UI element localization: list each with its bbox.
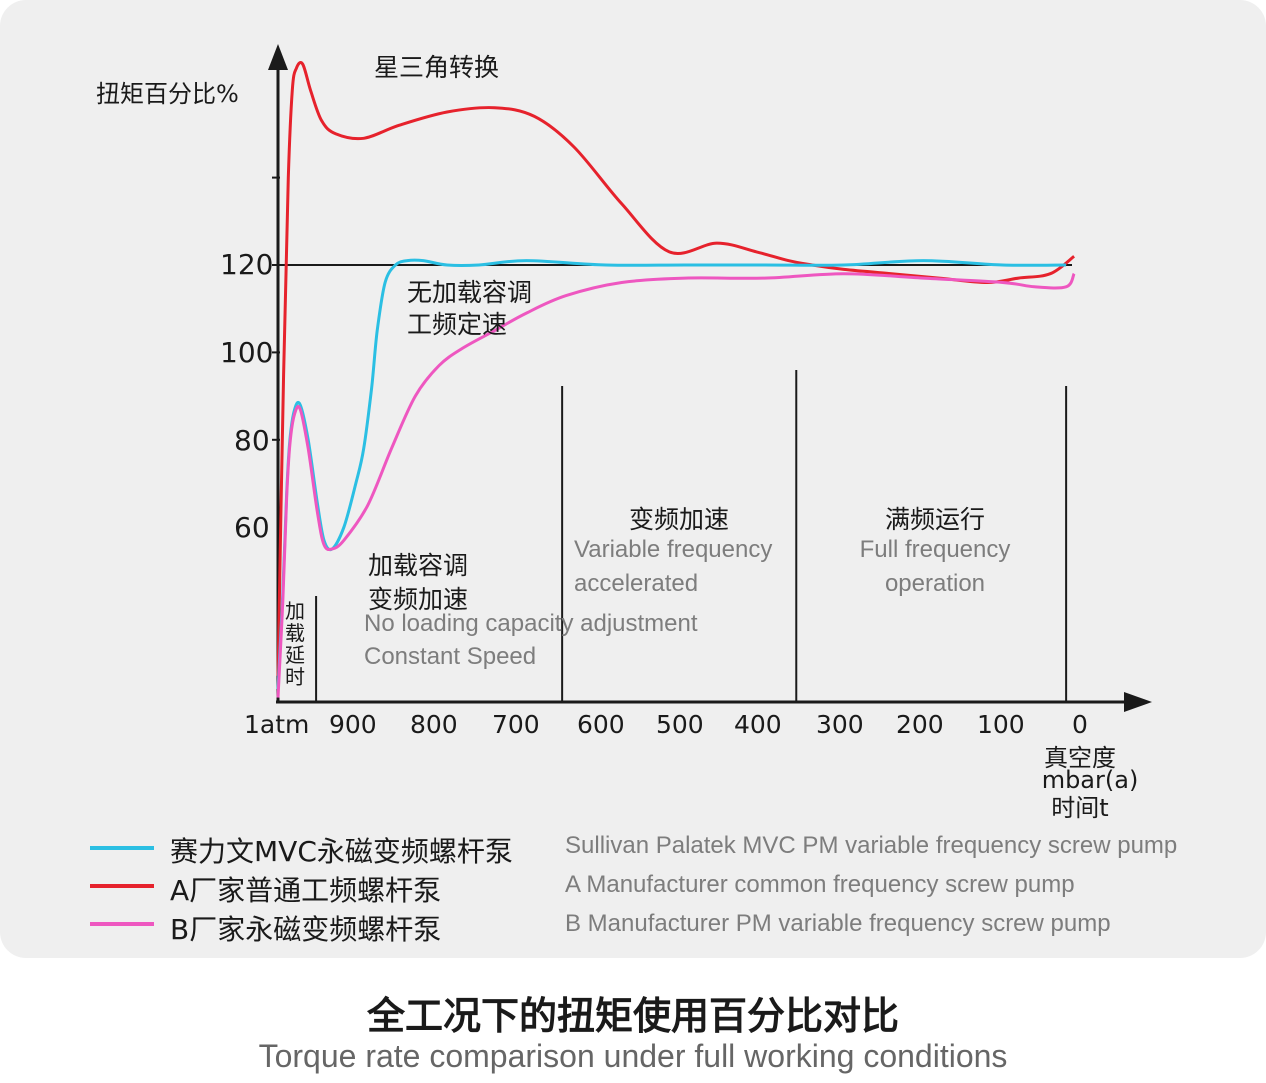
x-tick-label-600: 600	[577, 710, 625, 739]
x-tick-label-500: 500	[656, 710, 704, 739]
legend-label-manufacturer-b-zh: B厂家永磁变频螺杆泵	[170, 913, 442, 946]
x-tick-label-700: 700	[492, 710, 540, 739]
x-tick-label-900: 900	[329, 710, 377, 739]
annotation-stage1-en-line1: No loading capacity adjustment	[364, 610, 698, 637]
chart-title-zh: 全工况下的扭矩使用百分比对比	[366, 993, 899, 1038]
y-tick-label-60: 60	[234, 511, 270, 544]
annotation-star-delta: 星三角转换	[374, 53, 500, 82]
x-tick-label-100: 100	[977, 710, 1025, 739]
x-axis-label-vacuum: 真空度	[1044, 744, 1116, 772]
chart-title-en: Torque rate comparison under full workin…	[258, 1038, 1008, 1074]
x-tick-label-300: 300	[816, 710, 864, 739]
legend-label-manufacturer-b-en: B Manufacturer PM variable frequency scr…	[565, 910, 1111, 937]
y-tick-marks	[272, 176, 280, 441]
legend-label-manufacturer-a-en: A Manufacturer common frequency screw pu…	[565, 871, 1075, 898]
annotation-stage2-en-line2: accelerated	[574, 570, 699, 597]
series-line-manufacturer-b	[276, 272, 1076, 698]
x-axis-label-time: 时间t	[1051, 794, 1109, 822]
y-tick-label-120: 120	[220, 248, 274, 281]
annotation-stage3-en-line2: operation	[884, 570, 986, 597]
torque-chart	[268, 44, 1152, 712]
legend-label-sullivan-en: Sullivan Palatek MVC PM variable frequen…	[565, 832, 1178, 859]
annotation-load-delay-3: 延	[285, 643, 305, 667]
x-tick-label-0: 0	[1072, 710, 1088, 739]
x-axis-arrow-icon	[1124, 692, 1152, 712]
annotation-load-delay-4: 时	[285, 665, 305, 689]
series-line-manufacturer-a	[276, 61, 1076, 676]
y-tick-label-80: 80	[234, 424, 270, 457]
chart-panel	[0, 0, 1266, 958]
annotation-load-delay-2: 载	[285, 621, 305, 645]
annotation-stage2-en-line1: Variable frequency	[574, 536, 773, 563]
legend-label-sullivan-zh: 赛力文MVC永磁变频螺杆泵	[170, 835, 513, 868]
y-axis-label: 扭矩百分比%	[96, 80, 239, 108]
annotation-stage3-zh: 满频运行	[884, 505, 985, 534]
x-tick-label-200: 200	[896, 710, 944, 739]
stage-boundaries	[315, 370, 1068, 702]
annotation-stage3-en-line1: Full frequency	[859, 536, 1011, 563]
legend-swatches	[90, 846, 154, 926]
series-lines	[276, 61, 1076, 698]
series-line-sullivan	[276, 258, 1067, 689]
x-tick-label-800: 800	[410, 710, 458, 739]
annotation-load-delay-1: 加	[285, 599, 305, 623]
annotation-no-load-line2: 工频定速	[407, 310, 508, 339]
annotation-stage2-zh: 变频加速	[628, 505, 729, 534]
x-tick-label-400: 400	[734, 710, 782, 739]
y-tick-label-100: 100	[220, 336, 274, 369]
annotation-no-load-line1: 无加载容调	[407, 278, 533, 307]
annotation-stage1-zh-line2: 变频加速	[368, 585, 469, 614]
x-axis-label-unit: mbar(a)	[1041, 766, 1139, 794]
annotation-stage1-zh-line1: 加载容调	[368, 551, 469, 580]
legend-label-manufacturer-a-zh: A厂家普通工频螺杆泵	[170, 874, 442, 907]
x-tick-label-1atm: 1atm	[244, 710, 310, 739]
annotation-stage1-en-line2: Constant Speed	[364, 643, 537, 670]
y-axis-arrow-icon	[268, 44, 288, 70]
